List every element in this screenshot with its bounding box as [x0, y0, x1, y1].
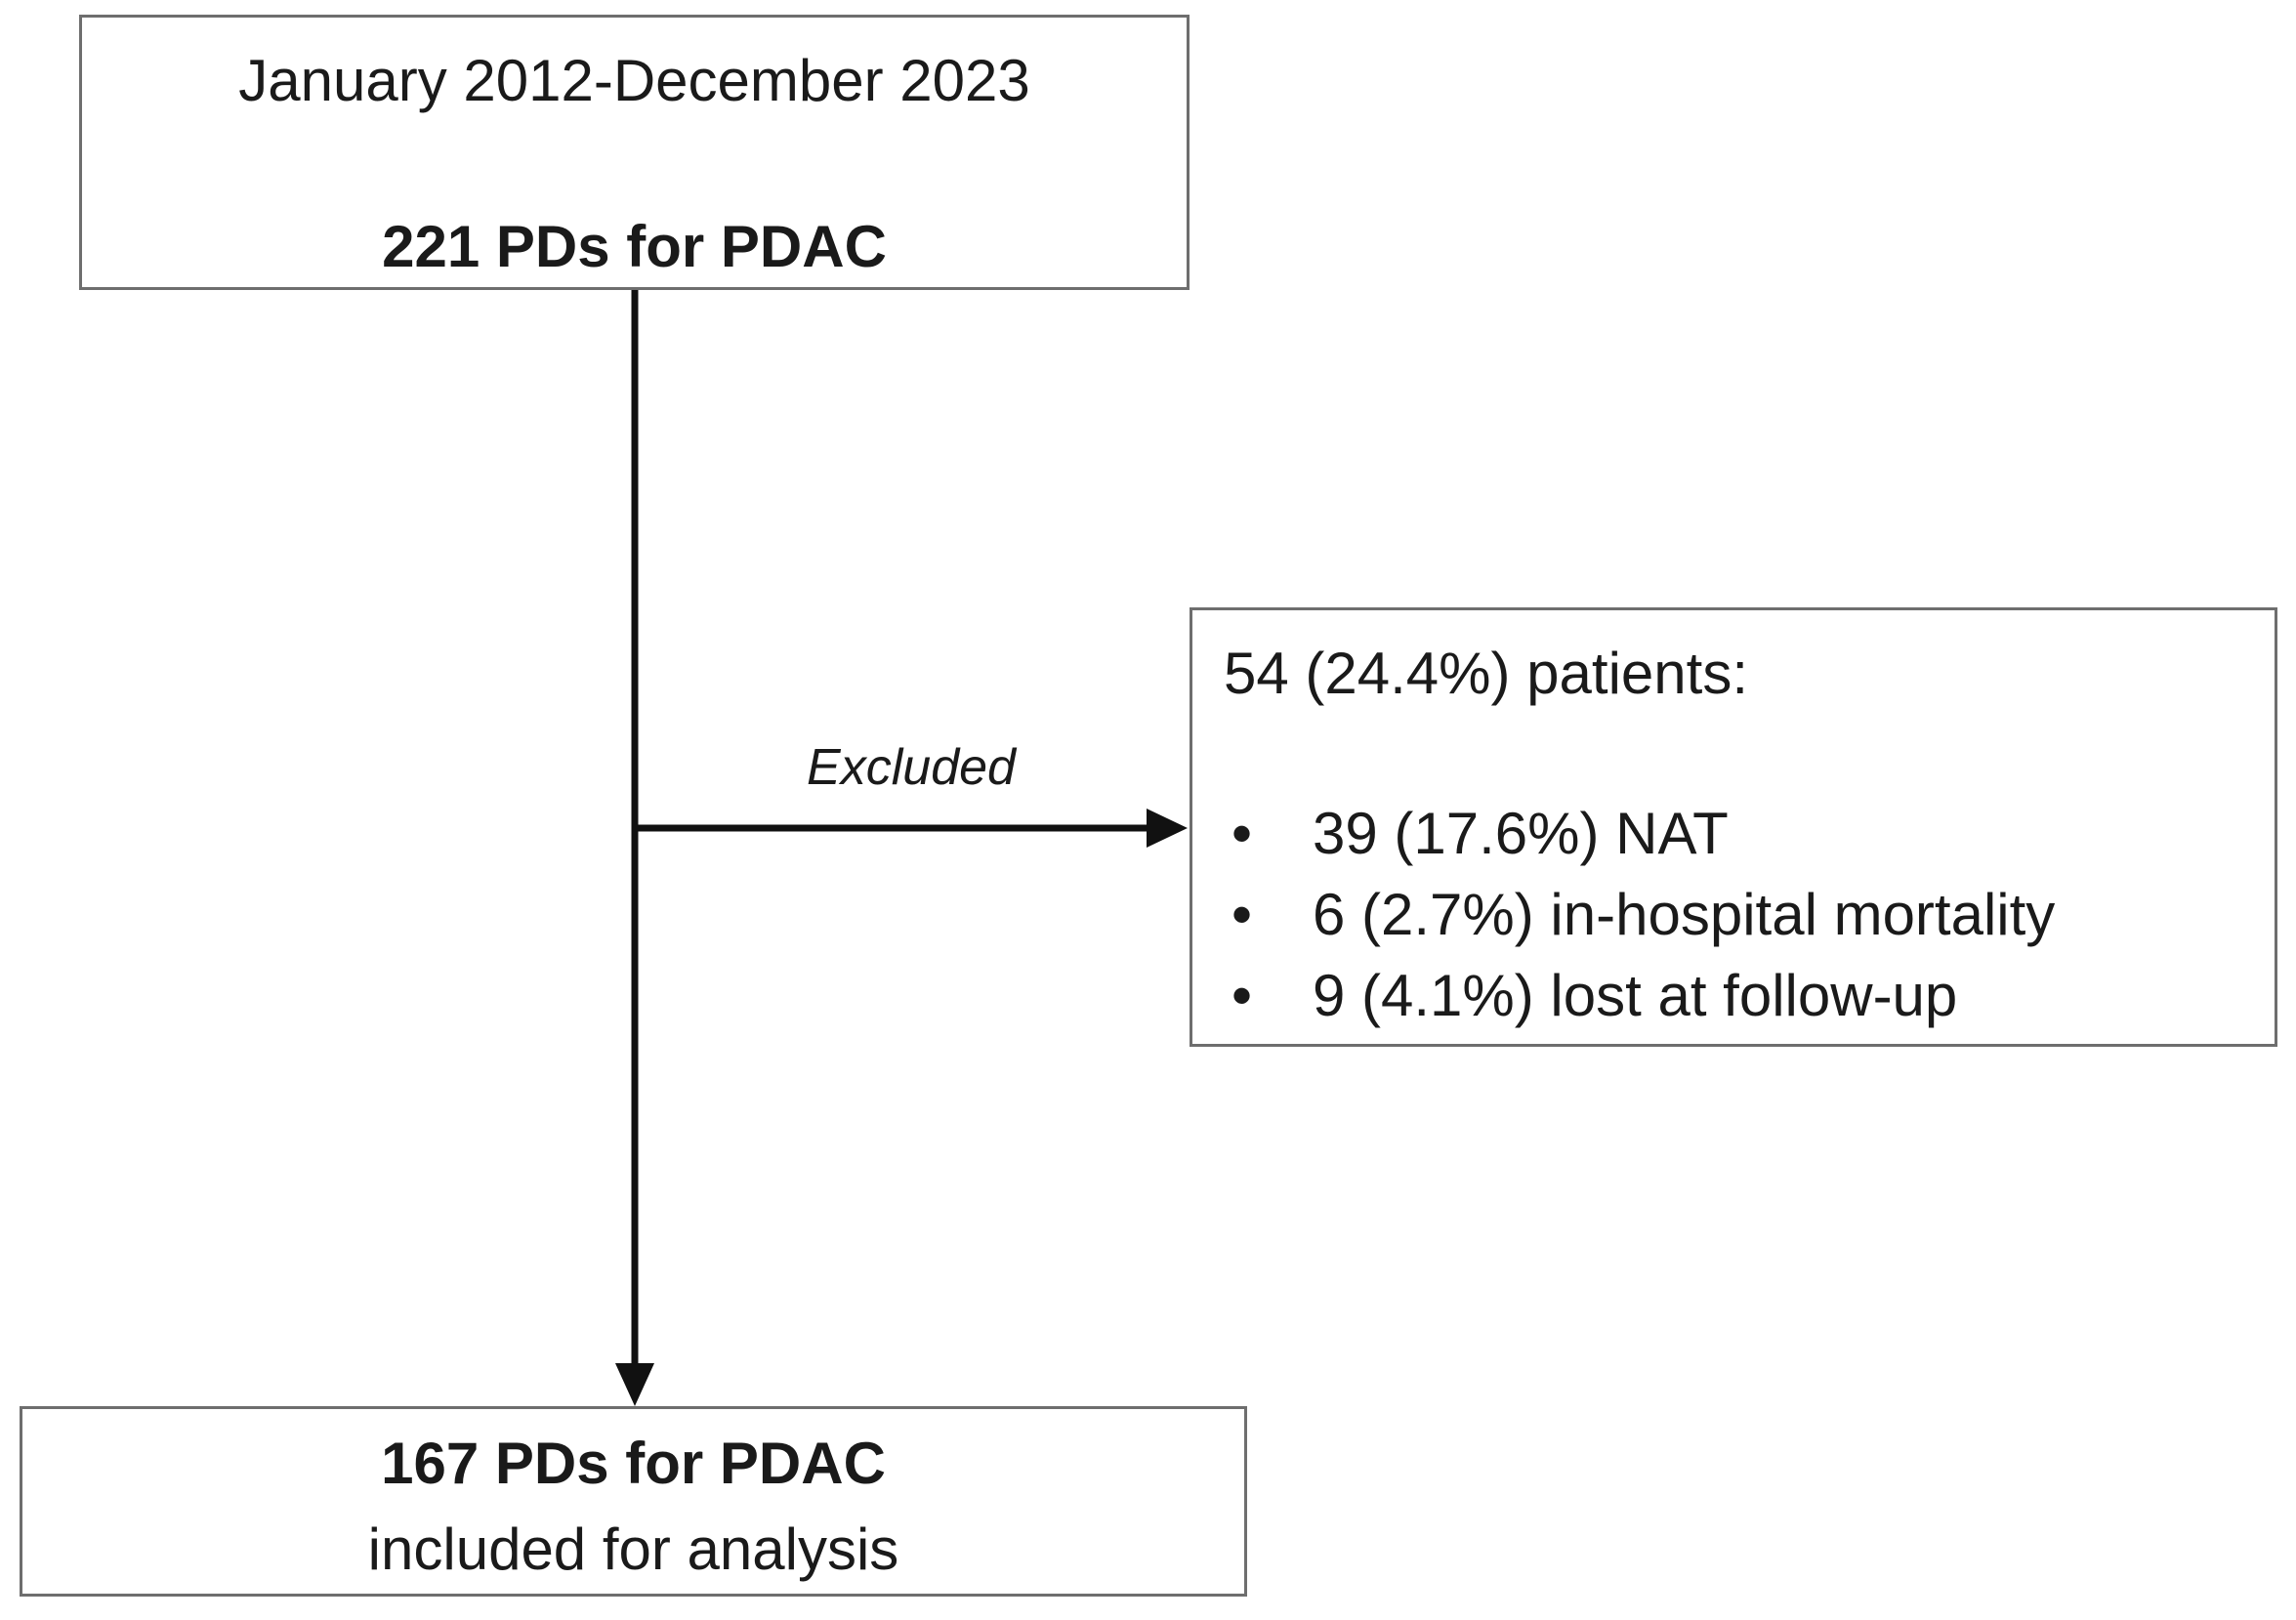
top-box-count-text: 221 PDs for PDAC [382, 214, 887, 279]
exclusion-bullet-mortality: 6 (2.7%) in-hospital mortality [1313, 882, 2056, 947]
bullet-marker-icon: • [1231, 801, 1253, 866]
exclusion-bullet-row: • 9 (4.1%) lost at follow-up [1224, 955, 2263, 1036]
exclusion-header-text: 54 (24.4%) patients: [1224, 641, 1748, 706]
exclusion-box-spacer [1224, 715, 2263, 793]
top-box-period-text: January 2012-December 2023 [238, 48, 1030, 113]
bottom-box-included: 167 PDs for PDAC included for analysis [20, 1406, 1247, 1597]
bottom-box-desc-text: included for analysis [367, 1516, 899, 1582]
exclusion-box: 54 (24.4%) patients: • 39 (17.6%) NAT • … [1190, 607, 2277, 1047]
top-box-spacer [82, 122, 1187, 205]
vertical-arrow-head-icon [615, 1363, 654, 1406]
top-box-cohort: January 2012-December 2023 221 PDs for P… [79, 15, 1190, 290]
exclusion-bullet-nat: 39 (17.6%) NAT [1313, 801, 1729, 866]
bullet-marker-icon: • [1231, 963, 1253, 1028]
exclusion-bullet-followup: 9 (4.1%) lost at follow-up [1313, 963, 1958, 1028]
exclusion-bullet-row: • 39 (17.6%) NAT [1224, 793, 2263, 874]
bottom-box-count-text: 167 PDs for PDAC [381, 1431, 886, 1496]
horizontal-arrow-head-icon [1147, 809, 1188, 848]
exclusion-bullet-row: • 6 (2.7%) in-hospital mortality [1224, 874, 2263, 955]
excluded-arrow-label: Excluded [807, 739, 1016, 796]
bullet-marker-icon: • [1231, 882, 1253, 947]
